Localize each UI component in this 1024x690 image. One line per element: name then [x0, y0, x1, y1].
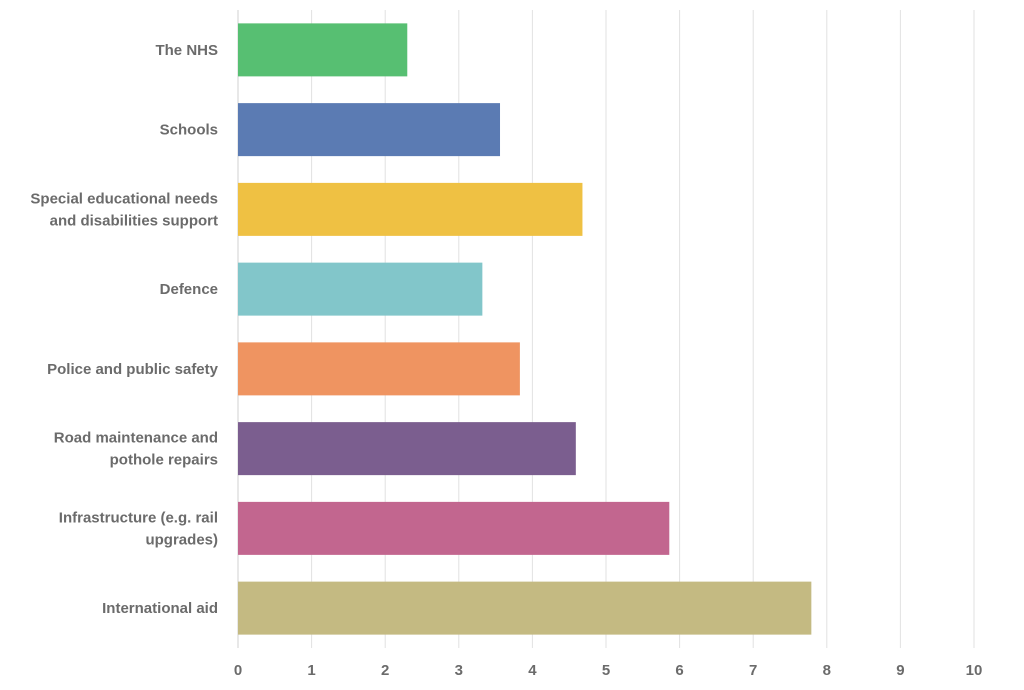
bar [238, 262, 483, 316]
category-label: Police and public safety [47, 361, 219, 378]
bar [238, 581, 812, 635]
x-tick-label: 0 [234, 662, 242, 679]
x-axis-ticks: 0 1 2 3 4 5 6 7 8 9 10 [234, 662, 983, 679]
x-tick-label: 7 [749, 662, 757, 679]
x-tick-label: 2 [381, 662, 389, 679]
x-tick-label: 1 [307, 662, 315, 679]
x-tick-label: 10 [966, 662, 983, 679]
category-label: Defence [160, 281, 218, 298]
bar [238, 182, 583, 236]
bar [238, 103, 501, 157]
category-label: Road maintenance and pothole repairs [54, 430, 218, 469]
category-label: Infrastructure (e.g. rail upgrades) [59, 509, 218, 548]
bars [238, 23, 812, 635]
category-labels: The NHS Schools Special educational needs a… [30, 42, 218, 617]
bar [238, 342, 520, 396]
category-label: Special educational needs and disabilitie… [30, 190, 218, 229]
x-tick-label: 3 [455, 662, 463, 679]
x-tick-label: 5 [602, 662, 610, 679]
bar [238, 23, 408, 77]
bar [238, 501, 670, 555]
category-label: Schools [160, 122, 218, 139]
x-tick-label: 9 [896, 662, 904, 679]
category-label: International aid [102, 600, 218, 617]
x-tick-label: 4 [528, 662, 537, 679]
category-label: The NHS [155, 42, 218, 59]
x-tick-label: 6 [675, 662, 683, 679]
x-tick-label: 8 [823, 662, 831, 679]
bar [238, 422, 576, 476]
